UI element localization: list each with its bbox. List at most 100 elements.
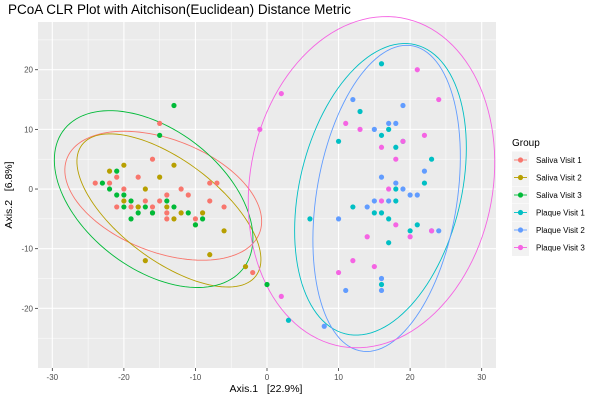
point-plaque-visit-2: [343, 287, 349, 294]
x-tick-label: 0: [265, 373, 270, 382]
point-plaque-visit-3: [378, 198, 385, 204]
point-saliva-visit-3: [149, 210, 156, 216]
point-saliva-visit-1: [92, 180, 98, 186]
point-plaque-visit-3: [393, 222, 399, 228]
group-ellipses: [53, 16, 496, 352]
point-saliva-visit-3: [142, 204, 148, 210]
legend-key-point: [517, 174, 524, 181]
point-saliva-visit-2: [221, 228, 227, 234]
point-plaque-visit-2: [335, 216, 342, 222]
point-plaque-visit-1: [285, 317, 292, 323]
point-plaque-visit-3: [436, 96, 442, 103]
point-plaque-visit-1: [386, 240, 392, 246]
legend-label: Saliva Visit 1: [536, 156, 582, 165]
point-plaque-visit-1: [386, 216, 392, 222]
point-saliva-visit-2: [164, 204, 170, 210]
y-axis-title: Axis.2 [6.8%]: [3, 161, 15, 228]
point-plaque-visit-2: [371, 126, 377, 132]
point-saliva-visit-3: [128, 198, 134, 204]
point-plaque-visit-2: [378, 174, 385, 180]
legend-label: Saliva Visit 3: [536, 191, 582, 200]
point-saliva-visit-3: [157, 132, 163, 138]
point-plaque-visit-2: [400, 186, 406, 192]
point-plaque-visit-3: [386, 186, 392, 192]
point-saliva-visit-1: [106, 180, 113, 186]
y-tick-label: -20: [21, 304, 33, 313]
point-plaque-visit-2: [364, 204, 370, 210]
point-saliva-visit-1: [207, 180, 213, 186]
point-plaque-visit-1: [386, 126, 392, 132]
point-plaque-visit-3: [378, 144, 385, 150]
point-plaque-visit-3: [400, 138, 406, 144]
point-saliva-visit-1: [157, 198, 163, 204]
point-plaque-visit-2: [350, 96, 356, 103]
point-saliva-visit-1: [164, 192, 170, 198]
point-plaque-visit-3: [428, 228, 435, 234]
point-saliva-visit-3: [135, 210, 141, 216]
point-plaque-visit-2: [378, 275, 385, 282]
point-plaque-visit-3: [350, 258, 356, 264]
y-tick-label: 20: [24, 66, 33, 75]
point-plaque-visit-1: [357, 108, 363, 115]
legend-key-point: [517, 227, 524, 233]
point-saliva-visit-3: [171, 204, 177, 210]
legend-label: Plaque Visit 1: [536, 209, 585, 218]
x-tick-label: -20: [118, 373, 130, 382]
point-plaque-visit-1: [307, 216, 313, 222]
point-saliva-visit-1: [149, 156, 156, 162]
x-tick-label: 10: [334, 373, 343, 382]
point-plaque-visit-1: [414, 222, 420, 228]
x-tick-label: -30: [47, 373, 59, 382]
y-tick-label: 10: [24, 125, 33, 134]
legend: Group Saliva Visit 1 Saliva Visit 2 Saliva…: [512, 138, 585, 256]
point-saliva-visit-2: [178, 210, 184, 216]
point-plaque-visit-1: [378, 132, 385, 138]
legend-key-point: [517, 209, 524, 216]
x-tick-label: 30: [477, 373, 486, 382]
point-plaque-visit-3: [357, 126, 363, 132]
point-plaque-visit-3: [414, 67, 420, 73]
point-plaque-visit-2: [386, 198, 392, 204]
point-saliva-visit-1: [207, 198, 213, 204]
point-plaque-visit-1: [407, 228, 413, 234]
point-plaque-visit-2: [421, 168, 428, 174]
x-tick-label: 20: [406, 373, 415, 382]
point-plaque-visit-2: [400, 102, 406, 109]
ellipse-saliva-visit-2: [76, 133, 262, 288]
data-points: [92, 61, 442, 329]
point-saliva-visit-3: [114, 168, 120, 174]
x-axis-title: Axis.1 [22.9%]: [230, 383, 303, 395]
ellipse-plaque-visit-1: [294, 43, 467, 336]
point-saliva-visit-1: [114, 174, 120, 180]
point-plaque-visit-1: [378, 281, 385, 288]
point-plaque-visit-1: [393, 198, 399, 204]
point-plaque-visit-1: [428, 156, 435, 162]
point-plaque-visit-1: [371, 210, 377, 216]
point-plaque-visit-1: [393, 186, 399, 192]
point-saliva-visit-2: [142, 186, 148, 192]
ellipse-saliva-visit-1: [64, 130, 263, 261]
legend-key-point: [517, 157, 524, 163]
point-saliva-visit-1: [164, 216, 170, 222]
y-tick-label: -10: [21, 245, 33, 254]
point-saliva-visit-1: [178, 186, 184, 192]
point-saliva-visit-2: [157, 174, 163, 180]
point-saliva-visit-1: [149, 204, 156, 210]
point-plaque-visit-1: [378, 61, 385, 67]
point-saliva-visit-2: [142, 258, 148, 264]
point-saliva-visit-2: [207, 252, 213, 258]
point-saliva-visit-3: [121, 204, 127, 210]
point-plaque-visit-1: [335, 138, 342, 144]
point-plaque-visit-3: [371, 263, 377, 270]
point-saliva-visit-1: [135, 174, 141, 180]
point-saliva-visit-3: [171, 102, 177, 109]
point-plaque-visit-2: [386, 120, 392, 127]
point-saliva-visit-3: [106, 186, 113, 192]
legend-label: Plaque Visit 2: [536, 226, 585, 235]
point-saliva-visit-2: [121, 162, 127, 168]
point-plaque-visit-2: [436, 228, 442, 234]
point-saliva-visit-3: [164, 198, 170, 204]
chart-title: PCoA CLR Plot with Aitchison(Euclidean) …: [8, 2, 351, 17]
point-plaque-visit-3: [257, 126, 263, 132]
point-plaque-visit-2: [321, 323, 327, 329]
